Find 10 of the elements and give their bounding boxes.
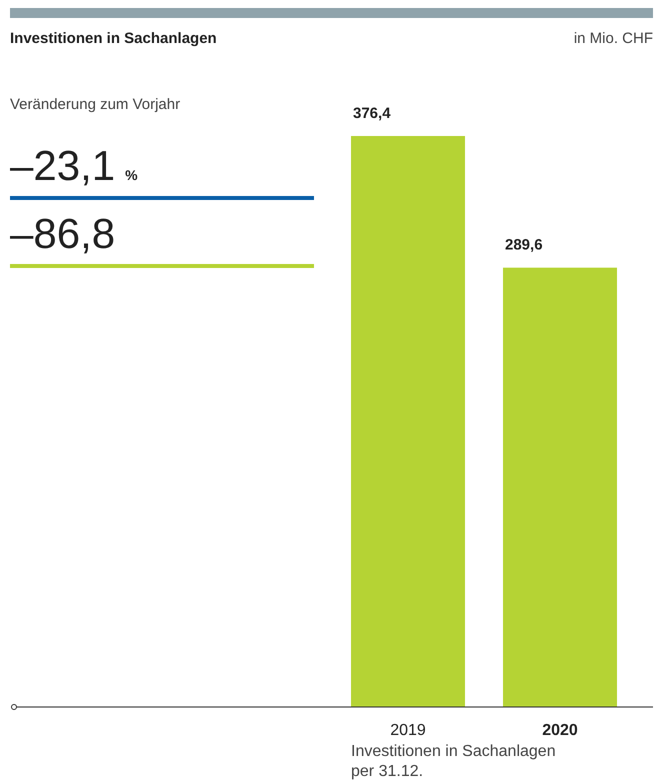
text: Investitionen in Sachanlagen	[10, 30, 217, 47]
text: –86,8	[10, 210, 116, 257]
x-tick-label: 2019	[390, 722, 426, 739]
text: –23,1 %	[10, 142, 138, 189]
data-label: 289,6	[505, 236, 543, 254]
data-label: 376,4	[353, 105, 392, 122]
x-axis-title: Investitionen in Sachanlagen per 31.12.	[351, 743, 556, 780]
x-tick-label: 2020	[542, 722, 578, 739]
chart-subtitle: in Mio. CHF	[574, 30, 653, 47]
text: Veränderung zum Vorjahr	[10, 96, 180, 113]
